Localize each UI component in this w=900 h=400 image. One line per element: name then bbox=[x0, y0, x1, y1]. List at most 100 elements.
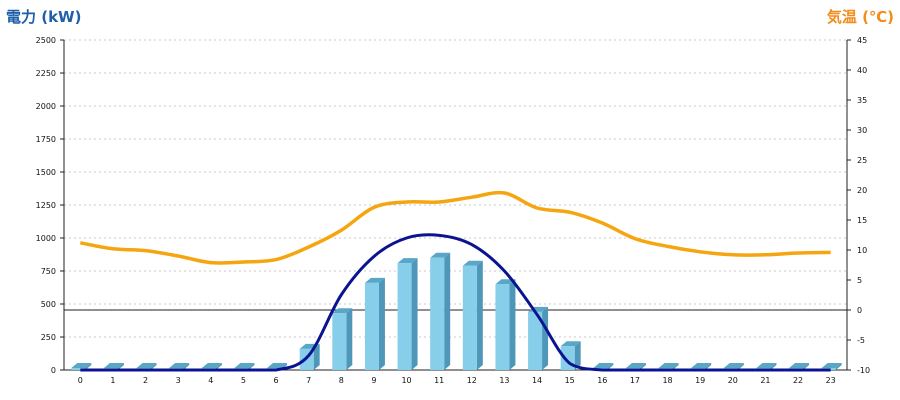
bar-top bbox=[201, 363, 222, 368]
left-tick-label: 1750 bbox=[36, 135, 56, 144]
bar-top bbox=[234, 363, 255, 368]
right-tick-label: -10 bbox=[857, 366, 870, 375]
bar-side bbox=[444, 252, 451, 370]
x-tick-label: 21 bbox=[760, 376, 770, 385]
x-tick-label: 10 bbox=[401, 376, 411, 385]
x-tick-label: 5 bbox=[241, 376, 246, 385]
bar-top bbox=[397, 258, 418, 264]
x-tick-label: 0 bbox=[78, 376, 83, 385]
bar-side bbox=[117, 363, 124, 370]
bar-side bbox=[248, 363, 255, 370]
bar-top bbox=[364, 277, 385, 283]
bar-side bbox=[639, 363, 646, 370]
bar-top bbox=[136, 363, 157, 368]
bar bbox=[495, 284, 510, 370]
bar-side bbox=[215, 363, 222, 370]
x-tick-label: 1 bbox=[110, 376, 115, 385]
x-tick-label: 13 bbox=[499, 376, 509, 385]
x-tick-label: 3 bbox=[176, 376, 181, 385]
x-tick-label: 4 bbox=[208, 376, 213, 385]
bar-side bbox=[509, 279, 516, 370]
bar bbox=[528, 311, 543, 370]
left-tick-label: 2250 bbox=[36, 69, 56, 78]
bar-side bbox=[542, 306, 549, 370]
x-tick-label: 16 bbox=[597, 376, 607, 385]
right-tick-label: 30 bbox=[857, 126, 867, 135]
bar-top bbox=[593, 363, 614, 368]
bar-side bbox=[574, 341, 581, 370]
bar-side bbox=[835, 363, 842, 370]
x-tick-label: 23 bbox=[826, 376, 836, 385]
bar-side bbox=[737, 363, 744, 370]
bar-side bbox=[378, 277, 385, 370]
bar-top bbox=[560, 341, 581, 347]
x-tick-label: 7 bbox=[306, 376, 311, 385]
x-tick-label: 15 bbox=[565, 376, 575, 385]
right-tick-label: 15 bbox=[857, 216, 867, 225]
left-tick-label: 250 bbox=[41, 333, 56, 342]
x-tick-label: 8 bbox=[339, 376, 344, 385]
left-tick-label: 1500 bbox=[36, 168, 56, 177]
bar-side bbox=[183, 363, 190, 370]
bar-top bbox=[103, 363, 124, 368]
bar-side bbox=[705, 363, 712, 370]
x-tick-label: 6 bbox=[274, 376, 279, 385]
right-tick-label: -5 bbox=[857, 336, 865, 345]
bar-top bbox=[169, 363, 190, 368]
bar-top bbox=[267, 363, 288, 368]
temperature-line bbox=[79, 190, 831, 265]
bar-top bbox=[625, 363, 646, 368]
x-tick-label: 12 bbox=[467, 376, 477, 385]
right-tick-label: 35 bbox=[857, 96, 867, 105]
x-tick-label: 14 bbox=[532, 376, 542, 385]
bar-side bbox=[770, 363, 777, 370]
right-tick-label: 25 bbox=[857, 156, 867, 165]
left-tick-label: 750 bbox=[41, 267, 56, 276]
left-tick-label: 1000 bbox=[36, 234, 56, 243]
bar-side bbox=[672, 363, 679, 370]
bar bbox=[397, 263, 412, 370]
bar-top bbox=[430, 252, 451, 258]
bar bbox=[71, 368, 86, 370]
bar-side bbox=[607, 363, 614, 370]
bar-top bbox=[495, 279, 516, 285]
bar-top bbox=[789, 363, 810, 368]
x-tick-label: 20 bbox=[728, 376, 738, 385]
x-tick-label: 22 bbox=[793, 376, 803, 385]
right-tick-label: 5 bbox=[857, 276, 862, 285]
left-tick-label: 0 bbox=[51, 366, 56, 375]
left-tick-label: 500 bbox=[41, 300, 56, 309]
right-tick-label: 20 bbox=[857, 186, 867, 195]
bar-side bbox=[85, 363, 92, 370]
bar bbox=[364, 282, 379, 370]
left-tick-label: 1250 bbox=[36, 201, 56, 210]
bar-side bbox=[313, 343, 320, 370]
left-axis-title: 電力 (kW) bbox=[6, 8, 82, 26]
x-tick-label: 2 bbox=[143, 376, 148, 385]
power-curve bbox=[80, 233, 831, 372]
right-tick-label: 45 bbox=[857, 36, 867, 45]
bar-side bbox=[411, 258, 418, 370]
bar bbox=[462, 265, 477, 370]
bar-side bbox=[150, 363, 157, 370]
left-tick-label: 2500 bbox=[36, 36, 56, 45]
bar-top bbox=[658, 363, 679, 368]
bar-top bbox=[691, 363, 712, 368]
right-tick-label: 0 bbox=[857, 306, 862, 315]
left-tick-label: 2000 bbox=[36, 102, 56, 111]
bar-top bbox=[462, 260, 483, 266]
bar-top bbox=[723, 363, 744, 368]
right-axis-title: 気温 (℃) bbox=[826, 8, 894, 26]
right-tick-label: 40 bbox=[857, 66, 867, 75]
x-tick-label: 11 bbox=[434, 376, 444, 385]
bar-top bbox=[71, 363, 92, 368]
bar-side bbox=[803, 363, 810, 370]
right-tick-label: 10 bbox=[857, 246, 867, 255]
bar-side bbox=[346, 308, 353, 370]
x-tick-label: 17 bbox=[630, 376, 640, 385]
bar-side bbox=[476, 260, 483, 370]
bar bbox=[332, 313, 347, 370]
bar-top bbox=[756, 363, 777, 368]
bar-top bbox=[332, 308, 353, 314]
